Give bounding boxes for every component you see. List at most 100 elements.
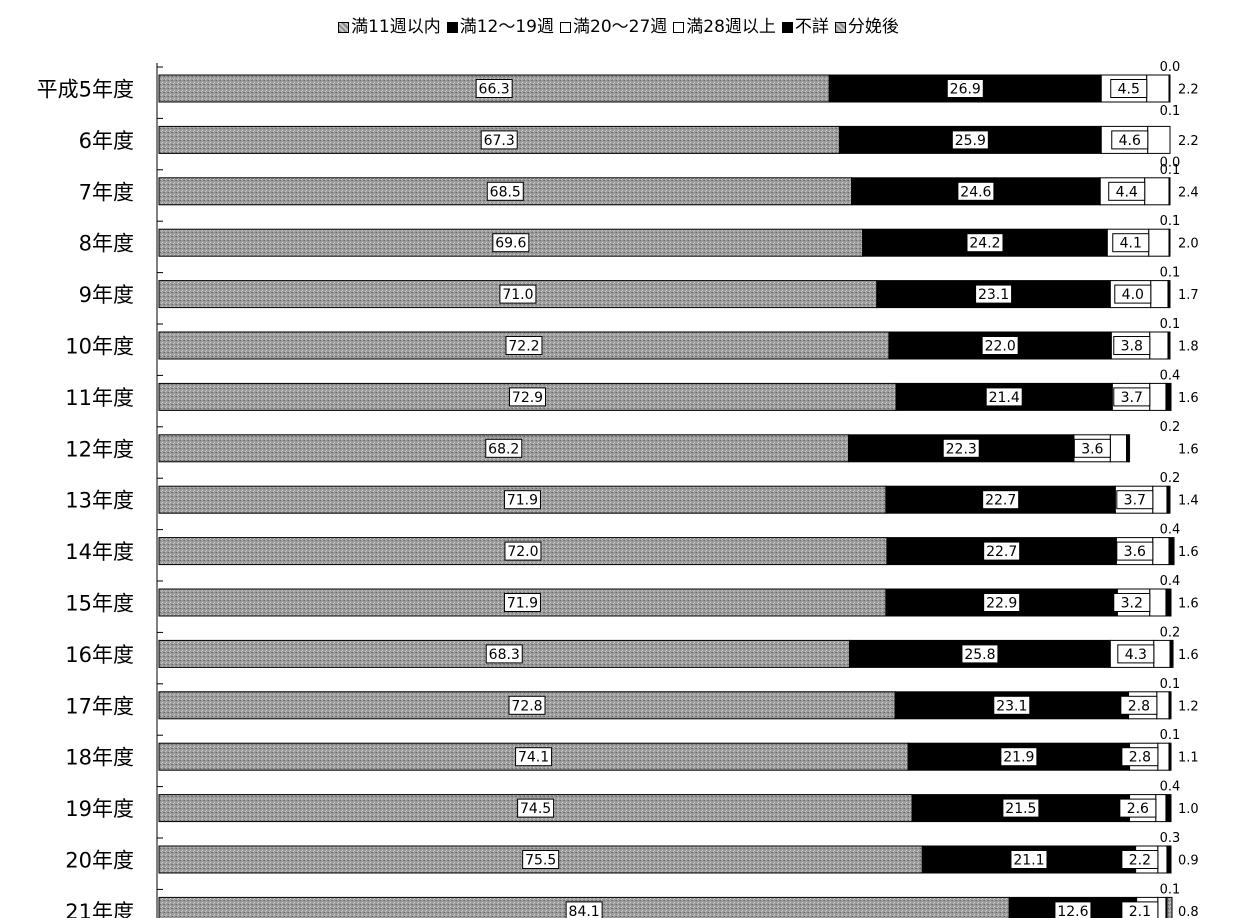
legend-label-4: 満28週以上: [686, 17, 776, 37]
data-label: 3.2: [1121, 596, 1143, 612]
legend-item-3: 満20～27週: [560, 12, 667, 37]
chart-legend: 満11週以内 満12～19週 満20～27週 満28週以上 不詳 分娩後: [0, 12, 1237, 37]
data-label: 67.3: [484, 133, 515, 149]
data-label: 4.3: [1125, 647, 1147, 663]
data-label-box: [975, 284, 1013, 304]
data-label: 0.1: [1160, 728, 1181, 743]
data-label-box: [475, 79, 513, 98]
data-label-box: [957, 181, 995, 201]
data-label: 1.6: [1178, 391, 1199, 406]
category-label: 16年度: [65, 643, 134, 667]
category-label: 8年度: [79, 232, 134, 256]
bar-segment: [1168, 331, 1171, 360]
data-label: 71.9: [507, 596, 538, 612]
data-label: 0.9: [1178, 854, 1199, 869]
bar-segment: [1146, 74, 1170, 103]
data-label: 1.2: [1178, 699, 1199, 714]
data-label: 1.1: [1178, 751, 1199, 766]
legend-label-3: 満20～27週: [573, 17, 668, 37]
bar-segment: [1169, 588, 1172, 617]
data-label-box: [983, 593, 1021, 612]
bar-segment: [1128, 434, 1131, 463]
legend-item-2: 満12～19週: [446, 12, 554, 37]
data-label: 3.8: [1121, 339, 1143, 355]
data-label-box: [480, 130, 518, 150]
category-label: 20年度: [65, 849, 134, 873]
data-label: 1.4: [1178, 494, 1199, 509]
data-label: 25.8: [964, 647, 995, 663]
data-label: 22.9: [986, 596, 1017, 612]
data-label-box: [942, 438, 980, 458]
data-label: 0.1: [1160, 317, 1181, 332]
data-label: 0.1: [1160, 882, 1181, 897]
data-label-box: [1117, 644, 1155, 664]
data-label-box: [1116, 490, 1154, 510]
data-label: 22.7: [986, 544, 1017, 560]
data-label: 1.8: [1178, 340, 1199, 355]
data-label: 1.6: [1178, 648, 1199, 663]
data-label-box: [1010, 850, 1048, 869]
bar-segment: [1166, 896, 1173, 918]
data-label: 0.1: [1160, 214, 1181, 229]
data-label-box: [981, 336, 1019, 355]
data-label: 68.5: [490, 184, 521, 200]
data-label: 75.5: [525, 853, 556, 869]
data-label: 71.0: [502, 287, 533, 303]
data-label: 23.1: [978, 287, 1009, 303]
data-label: 21.1: [1013, 853, 1044, 869]
data-label-box: [1113, 593, 1151, 612]
data-label-box: [485, 438, 523, 458]
data-label: 1.6: [1178, 442, 1199, 457]
category-label: 15年度: [65, 592, 134, 616]
data-label: 0.0: [1160, 60, 1181, 75]
category-label: 18年度: [65, 746, 134, 770]
data-label-box: [508, 695, 546, 715]
data-label: 0.1: [1160, 677, 1181, 692]
data-label-box: [517, 798, 555, 818]
data-label: 1.7: [1178, 288, 1199, 303]
legend-label-1: 満11週以内: [351, 17, 441, 37]
category-label: 9年度: [79, 283, 134, 307]
data-label: 66.3: [479, 82, 510, 98]
bar-segment: [1168, 280, 1171, 309]
data-label: 0.4: [1160, 368, 1181, 383]
bar-segment: [1109, 434, 1128, 463]
data-label: 0.4: [1160, 523, 1181, 538]
bar-segment: [1157, 742, 1170, 771]
data-label-box: [985, 387, 1023, 407]
bar-segment: [1144, 177, 1170, 206]
bar-segment: [1168, 228, 1171, 257]
data-label: 22.3: [946, 441, 977, 457]
data-label: 2.8: [1129, 750, 1151, 766]
data-label: 3.6: [1081, 441, 1103, 457]
category-label: 14年度: [65, 540, 134, 564]
data-label: 4.1: [1120, 236, 1142, 252]
bar-segment: [1156, 691, 1170, 720]
data-label: 4.5: [1118, 82, 1140, 98]
data-label-box: [565, 901, 603, 918]
legend-swatch-1: [338, 22, 350, 33]
data-label-box: [1121, 901, 1159, 918]
data-label-box: [486, 181, 524, 201]
data-label-box: [1120, 695, 1158, 715]
data-label-box: [1054, 901, 1092, 918]
data-label: 21.9: [1003, 750, 1034, 766]
legend-swatch-2: [446, 22, 458, 33]
legend-swatch-3: [560, 22, 571, 33]
data-label: 2.2: [1178, 134, 1199, 149]
data-label-box: [509, 387, 547, 407]
data-label: 2.8: [1128, 698, 1150, 714]
legend-item-5: 不詳: [781, 12, 829, 37]
category-label: 19年度: [65, 797, 134, 821]
legend-swatch-5: [781, 22, 793, 33]
bar-segment: [1165, 382, 1171, 411]
bar-segment: [1165, 794, 1171, 823]
data-label-box: [1119, 798, 1157, 818]
category-label: 17年度: [65, 694, 134, 718]
data-label: 72.2: [508, 339, 539, 355]
category-label: 12年度: [65, 437, 134, 461]
data-label-box: [1110, 79, 1148, 98]
legend-label-2: 満12～19週: [459, 17, 554, 37]
data-label-box: [492, 233, 530, 253]
